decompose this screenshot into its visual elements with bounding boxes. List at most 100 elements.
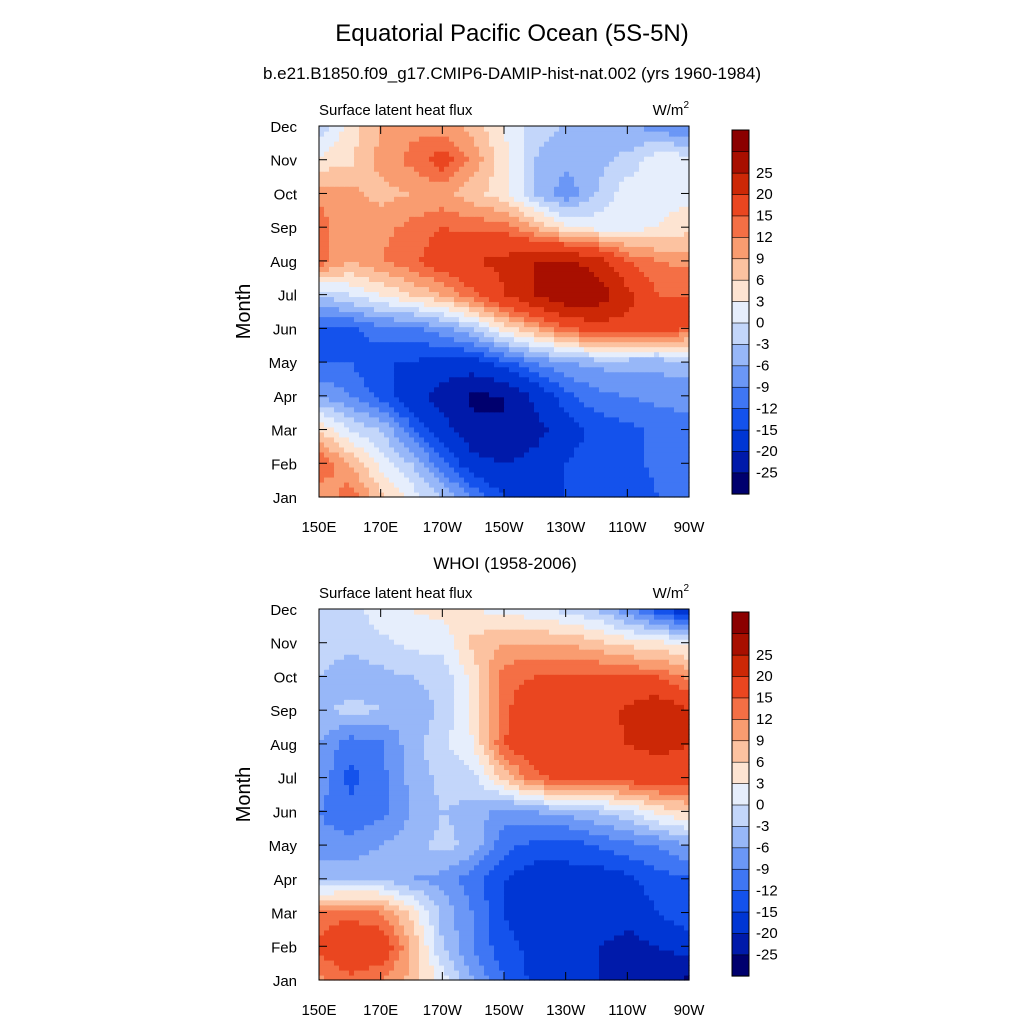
heatmap-cell	[549, 231, 555, 237]
heatmap-cell	[414, 381, 420, 388]
heatmap-cell	[444, 166, 450, 172]
heatmap-cell	[534, 411, 540, 418]
heatmap-cell	[634, 236, 640, 242]
heatmap-cell	[619, 251, 625, 257]
heatmap-cell	[364, 201, 370, 207]
heatmap-cell	[449, 291, 455, 298]
heatmap-cell	[479, 306, 485, 313]
heatmap-cell	[379, 366, 385, 373]
heatmap-cell	[494, 201, 500, 207]
heatmap-cell	[359, 416, 365, 423]
heatmap-cell	[564, 316, 570, 323]
heatmap-cell	[354, 486, 360, 493]
heatmap-cell	[429, 346, 435, 353]
heatmap-cell	[519, 431, 525, 438]
heatmap-cell	[609, 401, 615, 408]
heatmap-cell	[319, 416, 325, 423]
heatmap-cell	[324, 421, 330, 428]
heatmap-cell	[419, 471, 425, 478]
heatmap-cell	[669, 396, 675, 403]
heatmap-cell	[634, 241, 640, 247]
heatmap-cell	[449, 306, 455, 313]
heatmap-cell	[319, 486, 325, 493]
heatmap-cell	[339, 261, 345, 267]
heatmap-cell	[494, 276, 500, 283]
heatmap-cell	[449, 326, 455, 333]
heatmap-cell	[434, 411, 440, 418]
heatmap-cell	[564, 241, 570, 247]
heatmap-cell	[339, 286, 345, 293]
heatmap-cell	[514, 461, 520, 468]
heatmap-cell	[574, 286, 580, 293]
heatmap-cell	[624, 306, 630, 313]
heatmap-cell	[344, 156, 350, 162]
heatmap-cell	[654, 391, 660, 398]
heatmap-cell	[534, 376, 540, 383]
heatmap-cell	[569, 376, 575, 383]
heatmap-cell	[654, 361, 660, 368]
heatmap-cell	[369, 256, 375, 262]
heatmap-cell	[519, 341, 525, 348]
heatmap-cell	[564, 491, 570, 498]
heatmap-cell	[439, 466, 445, 473]
heatmap-cell	[489, 381, 495, 388]
heatmap-cell	[399, 166, 405, 172]
heatmap-cell	[344, 471, 350, 478]
heatmap-cell	[429, 471, 435, 478]
heatmap-cell	[679, 276, 685, 283]
heatmap-cell	[619, 286, 625, 293]
heatmap-cell	[534, 256, 540, 262]
heatmap-cell	[554, 306, 560, 313]
heatmap-cell	[579, 281, 585, 288]
heatmap-cell	[434, 481, 440, 488]
heatmap-cell	[684, 216, 690, 222]
heatmap-cell	[509, 306, 515, 313]
heatmap-cell	[449, 486, 455, 493]
heatmap-cell	[369, 441, 375, 448]
heatmap-cell	[674, 321, 680, 328]
heatmap-cell	[629, 366, 635, 373]
heatmap-cell	[379, 416, 385, 423]
heatmap-cell	[539, 436, 545, 443]
heatmap-cell	[359, 361, 365, 368]
heatmap-cell	[554, 191, 560, 197]
heatmap-cell	[384, 171, 390, 177]
heatmap-cell	[474, 381, 480, 388]
heatmap-cell	[534, 391, 540, 398]
heatmap-cell	[529, 346, 535, 353]
heatmap-cell	[389, 486, 395, 493]
heatmap-cell	[524, 171, 530, 177]
heatmap-cell	[534, 306, 540, 313]
heatmap-cell	[499, 181, 505, 187]
heatmap-cell	[324, 226, 330, 232]
heatmap-cell	[639, 471, 645, 478]
heatmap-cell	[354, 376, 360, 383]
heatmap-cell	[454, 306, 460, 313]
heatmap-cell	[624, 196, 630, 202]
heatmap-cell	[334, 396, 340, 403]
heatmap-cell	[459, 281, 465, 288]
heatmap-cell	[504, 301, 510, 308]
heatmap-cell	[514, 281, 520, 288]
heatmap-cell	[439, 321, 445, 328]
heatmap-cell	[584, 186, 590, 192]
heatmap-cell	[369, 466, 375, 473]
heatmap-cell	[419, 286, 425, 293]
heatmap-cell	[369, 191, 375, 197]
heatmap-cell	[324, 171, 330, 177]
heatmap-cell	[669, 466, 675, 473]
heatmap-cell	[449, 156, 455, 162]
heatmap-cell	[394, 396, 400, 403]
heatmap-cell	[479, 471, 485, 478]
heatmap-cell	[379, 221, 385, 227]
heatmap-cell	[554, 371, 560, 378]
heatmap-cell	[519, 461, 525, 468]
heatmap-cell	[414, 306, 420, 313]
heatmap-cell	[554, 411, 560, 418]
heatmap-cell	[389, 186, 395, 192]
heatmap-cell	[404, 176, 410, 182]
heatmap-cell	[389, 301, 395, 308]
heatmap-cell	[624, 301, 630, 308]
heatmap-cell	[339, 416, 345, 423]
heatmap-cell	[644, 366, 650, 373]
